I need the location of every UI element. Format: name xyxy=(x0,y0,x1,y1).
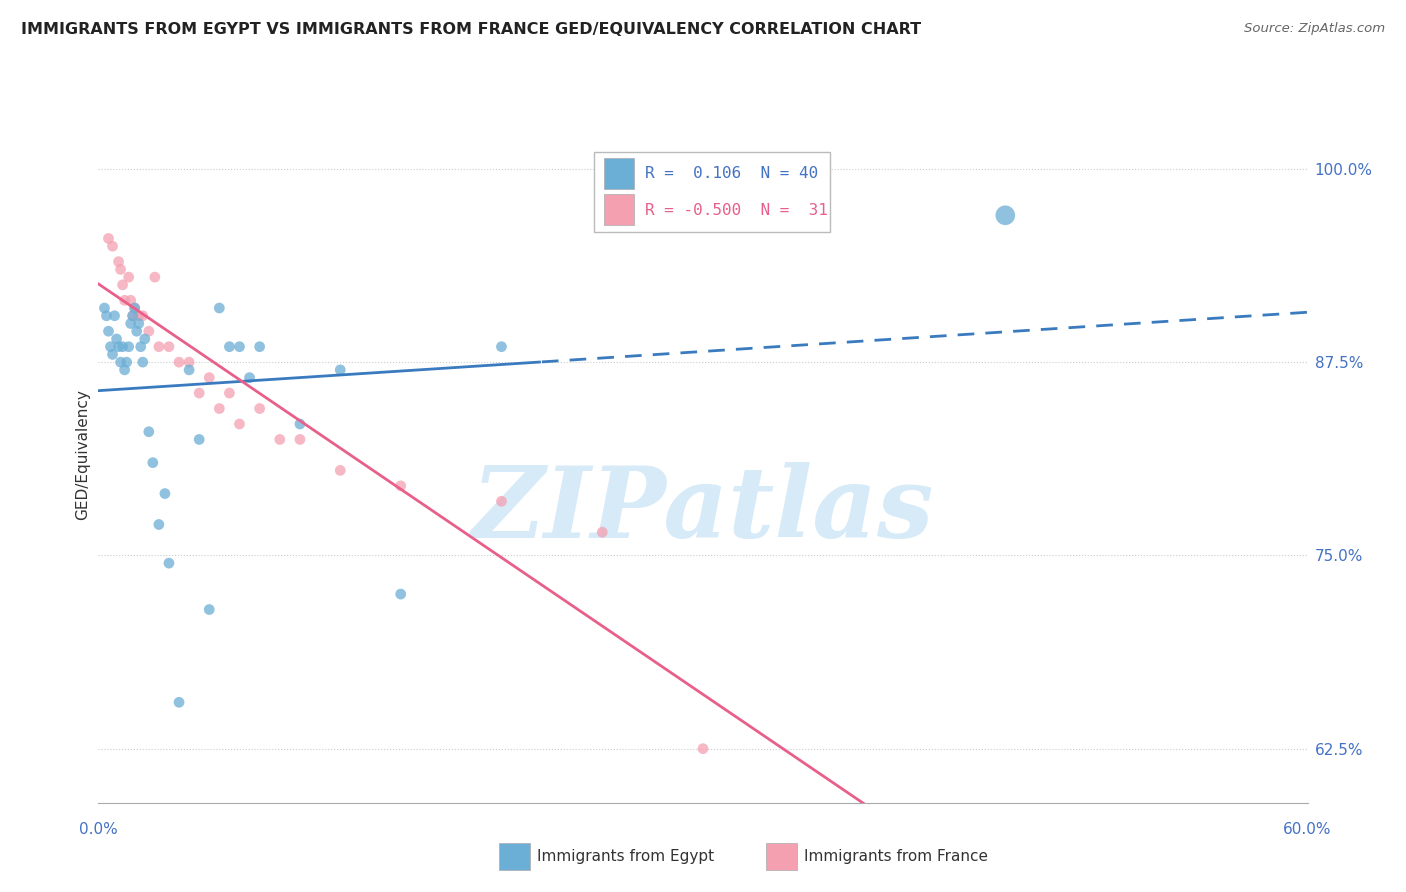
Point xyxy=(132,309,155,323)
FancyBboxPatch shape xyxy=(595,153,830,232)
Point xyxy=(118,340,141,354)
Point xyxy=(115,355,138,369)
Point xyxy=(120,293,142,308)
Point xyxy=(124,301,146,315)
Point xyxy=(121,309,143,323)
Point xyxy=(188,386,211,401)
Point xyxy=(329,363,352,377)
Point xyxy=(153,486,176,500)
Point xyxy=(167,695,190,709)
Point xyxy=(389,479,412,493)
Point xyxy=(110,262,132,277)
Point xyxy=(111,277,134,292)
Text: 0.0%: 0.0% xyxy=(79,822,118,837)
Point xyxy=(111,340,134,354)
Point xyxy=(105,332,128,346)
Text: IMMIGRANTS FROM EGYPT VS IMMIGRANTS FROM FRANCE GED/EQUIVALENCY CORRELATION CHAR: IMMIGRANTS FROM EGYPT VS IMMIGRANTS FROM… xyxy=(21,22,921,37)
Point xyxy=(118,270,141,285)
Point xyxy=(179,363,201,377)
Point xyxy=(188,433,211,447)
Point xyxy=(101,347,124,361)
Point xyxy=(288,433,311,447)
Point xyxy=(129,340,152,354)
Point xyxy=(167,355,190,369)
Point xyxy=(142,456,165,470)
Point xyxy=(143,270,166,285)
Text: R =  0.106  N = 40: R = 0.106 N = 40 xyxy=(645,166,818,181)
Point xyxy=(288,417,311,431)
Text: Immigrants from France: Immigrants from France xyxy=(804,849,988,863)
Point xyxy=(124,301,146,315)
Point xyxy=(128,317,150,331)
Point xyxy=(269,433,291,447)
Point xyxy=(692,741,714,756)
Text: ZIPatlas: ZIPatlas xyxy=(472,462,934,558)
Point xyxy=(100,340,122,354)
Point xyxy=(491,340,513,354)
Point xyxy=(329,463,352,477)
Point xyxy=(138,324,160,338)
Point xyxy=(96,309,118,323)
Point xyxy=(239,370,262,384)
Point xyxy=(103,309,125,323)
Point xyxy=(228,340,250,354)
Point xyxy=(157,340,180,354)
Point xyxy=(134,332,156,346)
Point xyxy=(107,254,129,268)
Point xyxy=(389,587,412,601)
Point xyxy=(107,340,129,354)
Point xyxy=(208,401,231,416)
Point xyxy=(218,386,240,401)
Point xyxy=(218,340,240,354)
Point xyxy=(125,324,148,338)
Text: Immigrants from Egypt: Immigrants from Egypt xyxy=(537,849,714,863)
Point xyxy=(591,525,613,540)
Point xyxy=(114,293,136,308)
Point xyxy=(228,417,250,431)
Point xyxy=(110,355,132,369)
Point xyxy=(208,301,231,315)
Point xyxy=(198,370,221,384)
Text: Source: ZipAtlas.com: Source: ZipAtlas.com xyxy=(1244,22,1385,36)
Y-axis label: GED/Equivalency: GED/Equivalency xyxy=(75,390,90,520)
Point xyxy=(148,340,170,354)
Point xyxy=(138,425,160,439)
Text: 60.0%: 60.0% xyxy=(1284,822,1331,837)
Point xyxy=(101,239,124,253)
Point xyxy=(249,340,271,354)
Bar xyxy=(603,158,634,189)
Point xyxy=(157,556,180,570)
Bar xyxy=(603,194,634,226)
Text: R = -0.500  N =  31: R = -0.500 N = 31 xyxy=(645,202,828,218)
Point xyxy=(132,355,155,369)
Point xyxy=(198,602,221,616)
Point xyxy=(97,231,120,245)
Point xyxy=(994,208,1017,222)
Point xyxy=(491,494,513,508)
Point xyxy=(97,324,120,338)
Point xyxy=(120,317,142,331)
Point xyxy=(148,517,170,532)
Point xyxy=(179,355,201,369)
Point xyxy=(249,401,271,416)
Point xyxy=(128,309,150,323)
Point xyxy=(114,363,136,377)
Point xyxy=(93,301,115,315)
Point xyxy=(121,309,143,323)
